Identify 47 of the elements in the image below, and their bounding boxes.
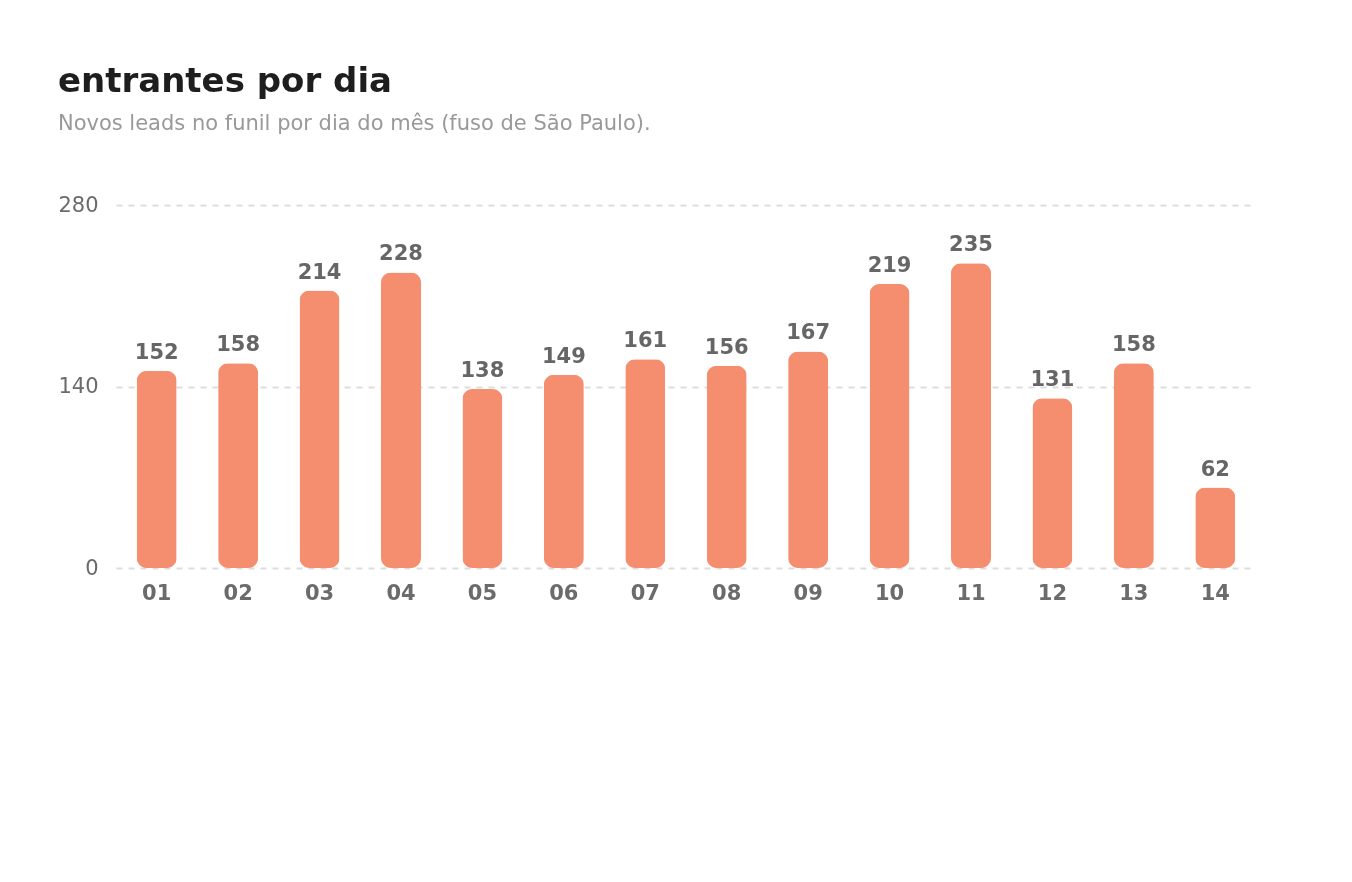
bar: [869, 284, 910, 568]
data-label: 152: [134, 339, 179, 364]
bar: [625, 359, 666, 568]
data-label: 62: [1200, 456, 1230, 481]
data-label: 214: [297, 259, 342, 284]
data-label: 158: [216, 332, 261, 357]
bar: [951, 263, 991, 568]
bar: [1032, 398, 1073, 568]
x-tick-label: 07: [630, 580, 660, 605]
data-label: 167: [786, 320, 831, 345]
bar: [1113, 363, 1154, 568]
x-tick-label: 10: [874, 580, 905, 605]
data-label: 161: [623, 328, 668, 353]
x-tick-label: 02: [223, 580, 253, 605]
y-tick-label: 0: [85, 555, 99, 580]
bar: [299, 290, 340, 568]
x-tick-label: 04: [386, 580, 416, 605]
x-tick-label: 01: [142, 580, 172, 605]
chart-title: entrantes por dia: [57, 60, 392, 100]
data-label: 149: [541, 343, 586, 368]
bar: [1195, 487, 1236, 568]
x-tick-label: 12: [1037, 580, 1068, 605]
data-label: 235: [949, 232, 993, 257]
x-tick-label: 06: [549, 580, 579, 605]
data-label: 138: [460, 358, 505, 383]
bar: [788, 351, 829, 568]
bar: [706, 365, 747, 568]
chart-subtitle: Novos leads no funil por dia do mês (fuso de São Paulo).: [57, 111, 651, 135]
x-tick-label: 08: [712, 580, 742, 605]
data-label: 158: [1111, 332, 1156, 357]
x-tick-label: 14: [1200, 580, 1230, 605]
x-tick-label: 11: [956, 580, 986, 605]
data-label: 219: [867, 253, 912, 278]
bar: [543, 374, 584, 568]
bar: [462, 389, 503, 568]
x-tick-label: 09: [793, 580, 823, 605]
data-label: 131: [1030, 367, 1075, 392]
y-tick-label: 280: [58, 192, 99, 217]
x-tick-label: 03: [304, 580, 335, 605]
bar: [218, 363, 259, 568]
data-label: 156: [704, 334, 749, 359]
data-label: 228: [379, 241, 423, 266]
x-tick-label: 13: [1119, 580, 1149, 605]
y-tick-label: 140: [58, 374, 99, 398]
bar: [381, 272, 421, 568]
bar: [136, 370, 177, 568]
x-tick-label: 05: [467, 580, 498, 605]
